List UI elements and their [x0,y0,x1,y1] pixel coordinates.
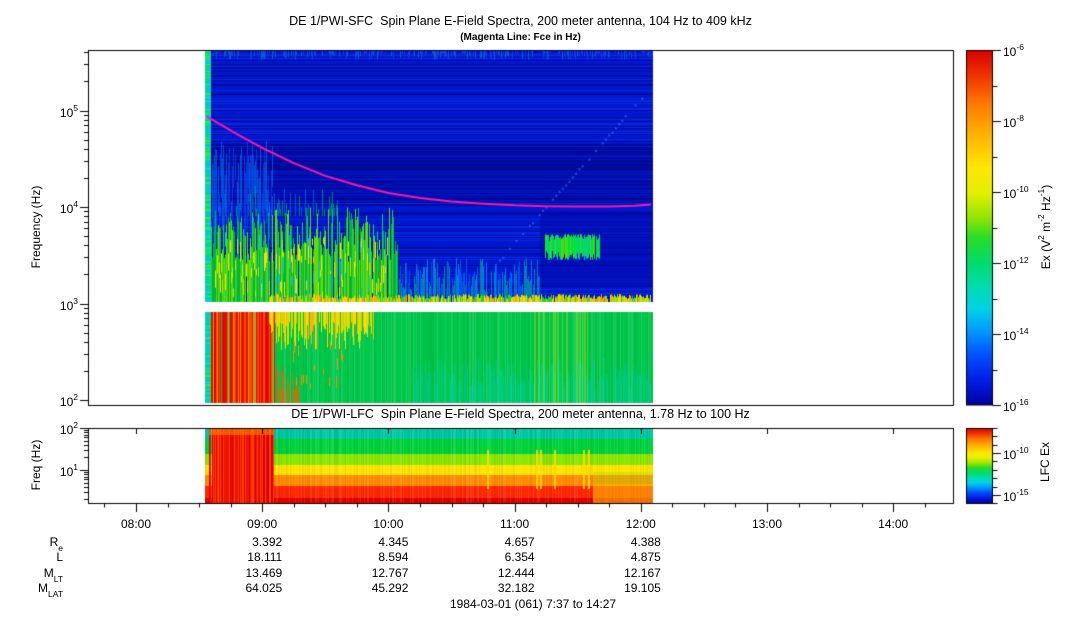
colorbar-tick-label: 10-6 [1003,42,1024,59]
y-tick-label: 103 [59,296,78,313]
sfc-colorbar-label: Ex (V2 m-2 Hz-1) [1036,184,1053,270]
ephemeris-value: 4.345 [378,535,409,549]
ephemeris-value: 12.767 [371,566,409,580]
ephemeris-row-label: MLT [43,566,63,585]
ephemeris-value: 4.388 [630,535,661,549]
lfc-y-axis-label: Freq (Hz) [29,439,43,491]
y-tick-label: 102 [59,420,78,437]
y-tick-label: 104 [59,199,78,216]
x-tick-label: 10:00 [373,517,404,531]
colorbar-tick-label: 10-15 [1003,487,1029,504]
colorbar-tick-label: 10-16 [1003,397,1029,414]
ephemeris-value: 4.875 [630,550,661,564]
colorbar-tick-label: 10-12 [1003,255,1029,272]
x-tick-label: 09:00 [247,517,278,531]
x-tick-label: 12:00 [625,517,656,531]
colorbar-tick-label: 10-10 [1003,184,1029,201]
ephemeris-value: 4.657 [504,535,535,549]
sfc-y-axis-label: Frequency (Hz) [29,185,43,269]
ephemeris-value: 8.594 [378,550,409,564]
colorbar-tick-label: 10-8 [1003,113,1024,130]
colorbar-tick-label: 10-10 [1003,445,1029,462]
lfc-title: DE 1/PWI-LFC Spin Plane E-Field Spectra,… [291,407,750,421]
x-tick-label: 13:00 [751,517,783,531]
ephemeris-row-label: MLAT [38,581,63,600]
ephemeris-value: 12.444 [497,566,535,580]
ephemeris-value: 6.354 [504,550,535,564]
lfc-colorbar-label: LFC Ex [1038,441,1052,483]
ephemeris-value: 18.111 [247,550,283,564]
ephemeris-value: 64.025 [245,581,283,595]
x-tick-label: 08:00 [120,517,152,531]
ephemeris-value: 3.392 [252,535,283,549]
y-tick-label: 102 [59,392,78,409]
colorbar-tick-label: 10-14 [1003,326,1029,343]
ephemeris-value: 19.105 [624,581,661,595]
ephemeris-row-label: Re [49,535,63,554]
sfc-title: DE 1/PWI-SFC Spin Plane E-Field Spectra,… [289,14,752,28]
ephemeris-value: 13.469 [245,566,283,580]
ephemeris-value: 45.292 [371,581,409,595]
ephemeris-value: 32.182 [497,581,535,595]
ephemeris-row-label: L [56,550,63,564]
x-tick-label: 11:00 [500,517,530,531]
date-caption: 1984-03-01 (061) 7:37 to 14:27 [449,597,617,611]
y-tick-label: 105 [59,103,78,120]
ephemeris-value: 12.167 [624,566,661,580]
sfc-subtitle: (Magenta Line: Fce in Hz) [460,32,581,43]
y-tick-label: 101 [59,462,78,479]
x-tick-label: 14:00 [878,517,909,531]
